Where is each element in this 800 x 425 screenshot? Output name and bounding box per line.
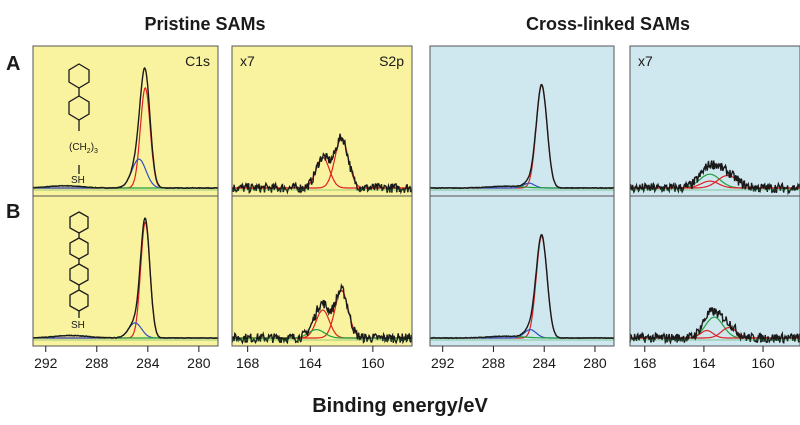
molecule-b-thiol: SH xyxy=(71,320,85,331)
tick-label-crosslinked-C1s-292: 292 xyxy=(431,355,455,371)
panel-frame-bottom-pristine-C1s xyxy=(32,195,219,347)
tick-label-pristine-S2p-168: 168 xyxy=(236,355,260,371)
molecule-a-thiol: SH xyxy=(71,175,85,186)
tick-label-crosslinked-S2p-168: 168 xyxy=(633,355,657,371)
tick-label-crosslinked-C1s-284: 284 xyxy=(533,355,557,371)
molecule-a-structure xyxy=(68,63,90,174)
spectrum-crosslinked-C1s-B xyxy=(429,233,615,340)
annotation-pristine-S2p-S2p: S2p xyxy=(379,53,404,69)
tick-label-crosslinked-C1s-288: 288 xyxy=(482,355,506,371)
tick-label-pristine-C1s-292: 292 xyxy=(34,355,58,371)
row-label-b: B xyxy=(6,201,20,223)
tick-label-pristine-C1s-280: 280 xyxy=(187,355,211,371)
tick-label-pristine-C1s-288: 288 xyxy=(85,355,109,371)
spectrum-crosslinked-S2p-B xyxy=(629,307,800,345)
spectrum-pristine-S2p-B xyxy=(231,283,413,345)
annotation-pristine-C1s-C1s: C1s xyxy=(185,53,210,69)
molecule-b-structure xyxy=(69,211,89,318)
annotation-crosslinked-S2p-x7: x7 xyxy=(638,53,653,69)
tick-label-pristine-S2p-160: 160 xyxy=(361,355,385,371)
spectrum-pristine-C1s-B xyxy=(32,217,219,340)
spectrum-pristine-C1s-A xyxy=(32,66,218,190)
row-label-a: A xyxy=(6,53,20,75)
tick-label-crosslinked-S2p-164: 164 xyxy=(692,355,716,371)
tick-label-crosslinked-S2p-160: 160 xyxy=(751,355,775,371)
tick-label-pristine-S2p-164: 164 xyxy=(299,355,323,371)
panel-frame-bottom-crosslinked-S2p xyxy=(629,195,800,347)
spectrum-pristine-S2p-A xyxy=(231,133,413,195)
panel-frame-bottom-pristine-S2p xyxy=(231,195,413,347)
spectrum-crosslinked-C1s-A xyxy=(429,83,615,190)
panel-frame-bottom-crosslinked-C1s xyxy=(429,195,615,347)
x-axis-label: Binding energy/eV xyxy=(312,395,488,417)
tick-label-crosslinked-C1s-280: 280 xyxy=(583,355,607,371)
spectra-panels: C1s 292 288 284 280 x7 S2p 168 164 160 292 288 284 28… xyxy=(32,45,800,371)
annotation-pristine-S2p-x7: x7 xyxy=(240,53,255,69)
title-crosslinked: Cross-linked SAMs xyxy=(526,14,690,34)
tick-label-pristine-C1s-284: 284 xyxy=(136,355,160,371)
molecule-a-chain: (CH2)3 xyxy=(69,142,98,155)
title-pristine: Pristine SAMs xyxy=(144,14,265,34)
